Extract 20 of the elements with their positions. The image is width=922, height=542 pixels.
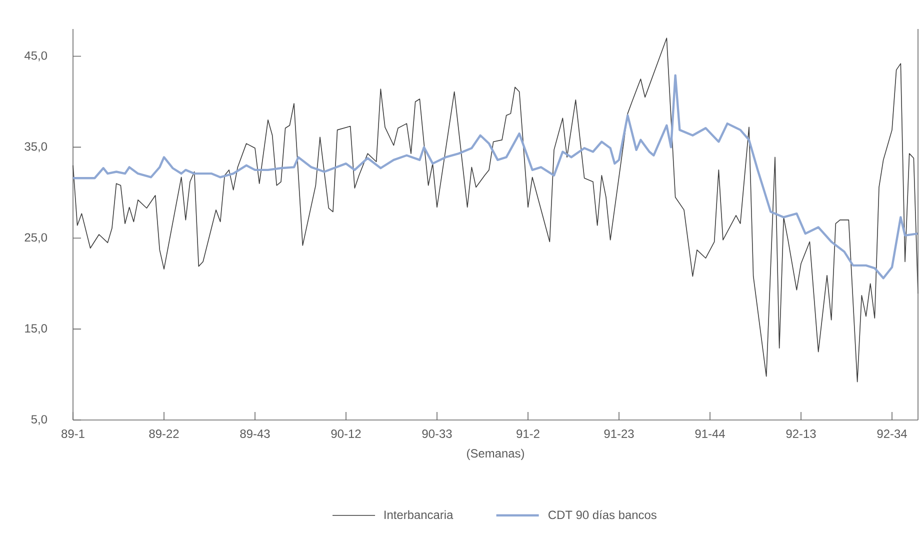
line-series <box>72 38 918 382</box>
y-tick-label: 45,0 <box>24 51 48 62</box>
line-series <box>72 74 920 280</box>
x-tick-label: 91-2 <box>516 430 540 438</box>
legend-label: Interbancaria <box>384 510 454 520</box>
y-tick-label: 25,0 <box>24 233 48 244</box>
x-axis-title: (Semanas) <box>467 448 524 460</box>
x-tick-label: 89-1 <box>62 430 84 438</box>
x-tick-label: 91-44 <box>695 430 725 438</box>
x-tick-label: 92-13 <box>786 430 816 438</box>
x-tick-label: 92-34 <box>877 430 907 438</box>
x-tick-label: 91-23 <box>604 430 634 438</box>
x-tick-label: 89-43 <box>240 430 270 438</box>
x-tick-label: 90-33 <box>422 430 452 438</box>
legend-label: CDT 90 días bancos <box>548 510 656 520</box>
y-tick-label: 5,0 <box>31 415 48 425</box>
y-tick-label: 15,0 <box>25 324 48 334</box>
x-tick-label: 90-12 <box>331 430 361 438</box>
y-tick-label: 35,0 <box>24 142 48 152</box>
x-tick-label: 89-22 <box>149 430 179 438</box>
